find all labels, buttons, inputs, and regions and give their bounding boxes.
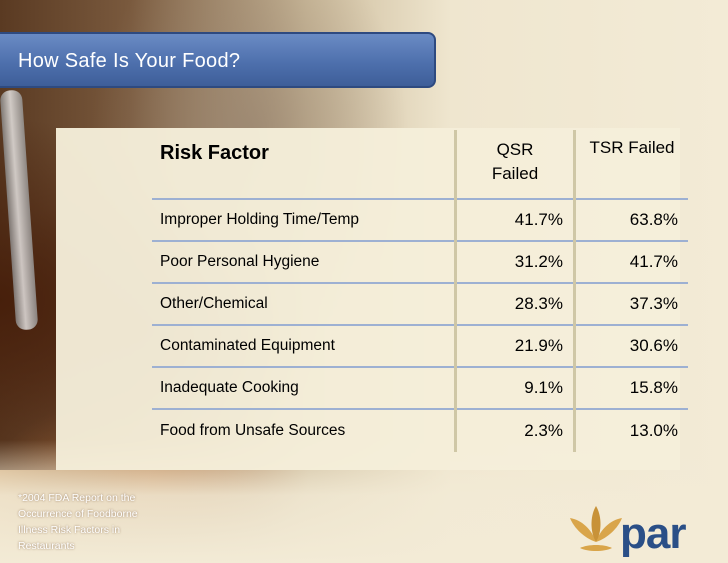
qsr-failed-cell: 2.3% [455, 409, 576, 452]
risk-factor-table: Risk Factor QSR Failed TSR Failed Improp… [152, 130, 688, 452]
logo-wordmark: par [620, 509, 686, 558]
tsr-failed-cell: 15.8% [574, 367, 688, 410]
table-row: Inadequate Cooking 9.1% 15.8% [152, 367, 688, 410]
tsr-failed-cell: 13.0% [629, 421, 678, 440]
risk-factor-cell: Contaminated Equipment [152, 325, 457, 368]
title-bar: How Safe Is Your Food? [0, 32, 436, 88]
qsr-failed-cell: 9.1% [455, 367, 576, 410]
qsr-failed-cell: 41.7% [455, 199, 576, 242]
header-tsr-failed: TSR Failed [574, 130, 688, 200]
source-footnote: *2004 FDA Report on the Occurrence of Fo… [18, 492, 138, 552]
tsr-failed-cell: 37.3% [574, 283, 688, 326]
risk-factor-cell: Food from Unsafe Sources [152, 409, 457, 452]
par-logo: par [570, 506, 687, 558]
qsr-failed-cell: 31.2% [455, 241, 576, 284]
table-row: Food from Unsafe Sources 2.3% 13.0% [152, 409, 688, 452]
table-row: Other/Chemical 28.3% 37.3% [152, 283, 688, 326]
slide-title: How Safe Is Your Food? [18, 50, 241, 72]
table-row: Poor Personal Hygiene 31.2% 41.7% [152, 241, 688, 284]
risk-factor-cell: Improper Holding Time/Temp [152, 199, 457, 242]
header-risk-factor: Risk Factor [152, 130, 457, 200]
risk-factor-cell: Inadequate Cooking [152, 367, 457, 410]
wheat-leaf-icon [570, 506, 622, 551]
header-qsr-failed: QSR Failed [455, 130, 576, 200]
tsr-failed-cell: 41.7% [574, 241, 688, 284]
tsr-failed-cell: 30.6% [574, 325, 688, 368]
qsr-failed-cell: 21.9% [455, 325, 576, 368]
qsr-failed-cell: 28.3% [455, 283, 576, 326]
risk-factor-cell: Other/Chemical [152, 283, 457, 326]
header-qsr-line1: QSR [496, 140, 534, 159]
header-qsr-line2: Failed [491, 164, 539, 183]
table-header-row: Risk Factor QSR Failed TSR Failed [152, 130, 688, 200]
risk-factor-cell: Poor Personal Hygiene [152, 241, 457, 284]
tsr-failed-cell: 63.8% [574, 199, 688, 242]
table-row: Improper Holding Time/Temp 41.7% 63.8% [152, 199, 688, 242]
table-row: Contaminated Equipment 21.9% 30.6% [152, 325, 688, 368]
